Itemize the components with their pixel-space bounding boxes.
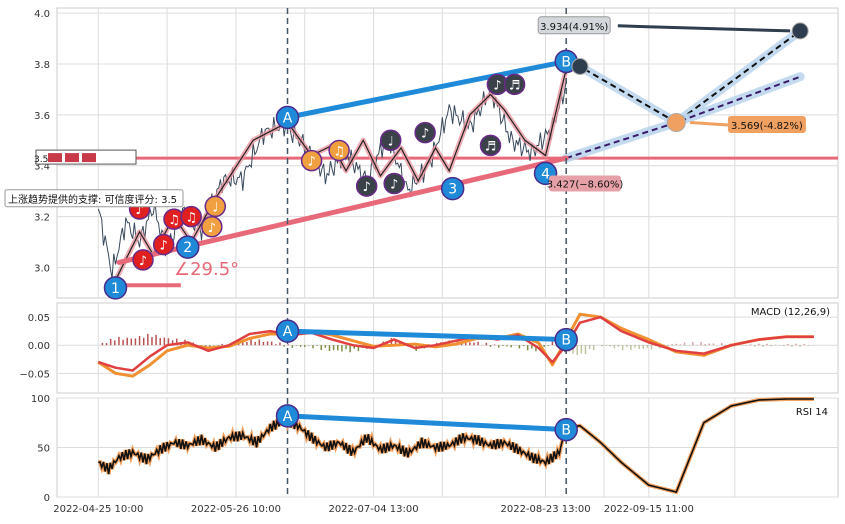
wave-zigzag-core — [114, 68, 567, 281]
callout-arrow — [617, 24, 791, 33]
music-note-icon — [180, 205, 202, 228]
resistance-tag-mark — [48, 153, 62, 163]
y-tick-label: 0.00 — [28, 341, 50, 352]
music-note-glyph: ♪ — [135, 203, 143, 218]
music-note-glyph: ♪ — [362, 180, 370, 195]
upper-trend-line — [285, 58, 569, 120]
rsi-title: RSI 14 — [796, 407, 828, 418]
music-note-glyph: ♩ — [388, 134, 394, 149]
callout-box — [537, 16, 611, 35]
forecast-point — [571, 58, 589, 76]
y-tick-label: 3.8 — [34, 60, 50, 71]
wave-label-2: 2 — [183, 240, 192, 256]
music-note-icon — [300, 149, 323, 172]
support-label-box — [4, 189, 184, 208]
y-tick-label: 3.4 — [34, 162, 50, 173]
rsi-divergence-point — [554, 417, 578, 442]
music-note-glyph: ♬ — [509, 78, 521, 93]
x-tick-label: 2022-07-04 13:00 — [328, 504, 418, 515]
macd-divergence-label: B — [561, 333, 571, 349]
wave-label-circle — [440, 176, 465, 201]
y-tick-label: 4.0 — [34, 9, 50, 20]
wave-label-3: 3 — [448, 182, 457, 198]
music-note-icon — [414, 121, 436, 144]
music-note-glyph: ♪ — [139, 254, 147, 269]
macd-divergence-point — [554, 327, 578, 352]
forecast-point — [791, 22, 809, 40]
music-note-glyph: ♪ — [160, 239, 168, 254]
music-note-glyph: ♫ — [333, 144, 345, 159]
callout-arrow — [689, 120, 729, 127]
resistance-tag-mark — [82, 153, 96, 163]
x-tick-label: 2022-08-23 13:00 — [500, 504, 590, 515]
y-tick-label: 3.0 — [34, 263, 50, 274]
support-label-text: 上涨趋势提供的支撑: 可信度评分: 3.5 — [8, 193, 177, 206]
wave-label-4: 4 — [541, 166, 550, 182]
y-tick-label: 50 — [37, 444, 50, 455]
forecast-point — [666, 112, 686, 132]
macd-divergence-point — [275, 319, 300, 343]
callout-text-high: 3.934(4.91%) — [540, 22, 608, 33]
rsi-divergence-label: B — [561, 423, 571, 439]
macd-title: MACD (12,26,9) — [751, 307, 830, 318]
wave-label-1: 1 — [111, 281, 120, 297]
music-note-glyph: ♪ — [208, 221, 216, 236]
music-note-glyph: ♪ — [307, 155, 315, 170]
forecast-path — [565, 30, 801, 124]
music-note-glyph: ♪ — [390, 178, 398, 193]
callout-box — [727, 116, 806, 134]
y-tick-label: −0.05 — [19, 369, 50, 380]
music-note-icon — [201, 216, 223, 238]
x-tick-label: 2022-05-26 10:00 — [191, 504, 281, 515]
music-note-glyph: ♫ — [168, 213, 180, 228]
y-tick-label: 3.6 — [34, 111, 50, 122]
y-tick-label: 0 — [44, 493, 50, 504]
callout-text-mid: 3.569(-4.82%) — [731, 121, 803, 132]
angle-label: ∠29.5° — [174, 259, 239, 280]
music-note-glyph: ♪ — [493, 78, 501, 93]
wave-label-circle — [175, 235, 200, 259]
music-note-icon — [503, 73, 526, 96]
music-note-icon — [379, 129, 402, 152]
music-note-glyph: ♪ — [421, 127, 429, 142]
rsi-divergence-point — [275, 404, 300, 428]
music-note-glyph: ♬ — [485, 139, 497, 154]
y-tick-label: 0.05 — [28, 313, 50, 324]
macd-divergence-line — [287, 328, 567, 343]
music-note-icon — [328, 139, 350, 162]
wave-label-A: A — [283, 110, 293, 126]
y-tick-label: 100 — [31, 394, 50, 405]
resistance-tag-mark — [65, 153, 79, 163]
resistance-tag-text: 3.5 — [34, 155, 48, 165]
music-note-glyph: ♩ — [212, 200, 218, 215]
music-note-icon — [355, 175, 378, 197]
x-tick-label: 2022-09-15 11:00 — [604, 504, 694, 515]
rsi-divergence-label: A — [283, 409, 293, 425]
x-tick-label: 2022-04-25 10:00 — [53, 504, 143, 515]
panel-frame-macd — [56, 302, 839, 394]
rsi-divergence-line — [287, 413, 567, 433]
macd-divergence-label: A — [283, 324, 293, 340]
music-note-icon — [479, 134, 502, 157]
callout-box — [548, 175, 621, 192]
wave-label-B: B — [561, 54, 571, 70]
rsi-series — [98, 398, 814, 493]
wave-label-circle — [275, 105, 300, 130]
music-note-icon — [383, 172, 405, 195]
music-note-icon — [132, 249, 154, 271]
wave-label-circle — [103, 276, 128, 300]
y-tick-label: 3.2 — [34, 213, 50, 224]
panel-frame-price — [56, 7, 839, 299]
music-note-icon — [152, 233, 175, 256]
music-note-glyph: ♫ — [185, 211, 197, 226]
callout-text-low: 3.427(−8.60%) — [547, 180, 624, 191]
music-note-icon — [204, 195, 227, 218]
macd-series-macd — [97, 315, 814, 372]
